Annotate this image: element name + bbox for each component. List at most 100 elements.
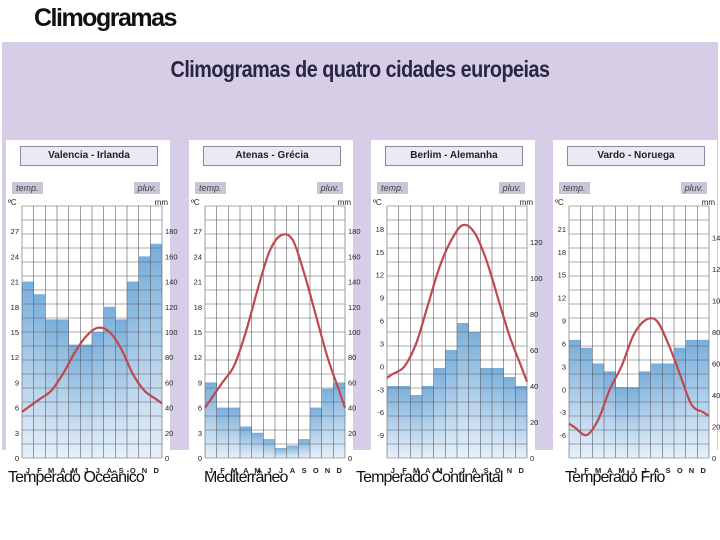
climate-type-label: Temperado Continental bbox=[356, 469, 503, 486]
month-label: S bbox=[484, 466, 489, 475]
precipitation-bar bbox=[697, 339, 709, 458]
climate-type-label: Temperado Frio bbox=[565, 469, 665, 486]
temp-tick-label: 12 bbox=[11, 353, 19, 362]
city-name: Atenas - Grécia bbox=[203, 146, 341, 166]
precipitation-bar bbox=[228, 407, 240, 458]
rain-tick-label: 80 bbox=[712, 328, 720, 337]
rain-tick-label: 60 bbox=[348, 378, 356, 387]
month-label: J bbox=[631, 466, 635, 475]
month-label: F bbox=[220, 466, 225, 475]
city-name: Valencia - Irlanda bbox=[20, 146, 158, 166]
month-label: J bbox=[26, 466, 30, 475]
temp-tick-label: 27 bbox=[11, 227, 19, 236]
month-label: M bbox=[71, 466, 77, 475]
precipitation-bar bbox=[387, 386, 399, 458]
temp-tick-label: 15 bbox=[11, 328, 19, 337]
month-label: J bbox=[391, 466, 395, 475]
month-label: N bbox=[325, 466, 330, 475]
month-label: M bbox=[413, 466, 419, 475]
rain-tick-label: 60 bbox=[165, 378, 173, 387]
climograph-svg: 0 3 6 9 12 15 18 21 24 27 0 20 40 60 80 100 120 140 160 180… bbox=[194, 205, 361, 475]
precipitation-bar bbox=[216, 407, 229, 458]
month-label: A bbox=[425, 466, 431, 475]
temp-tick-label: -6 bbox=[377, 408, 384, 417]
city-name: Vardo - Noruega bbox=[567, 146, 705, 166]
month-label: D bbox=[700, 466, 706, 475]
precipitation-bar bbox=[298, 439, 310, 458]
month-label: J bbox=[84, 466, 88, 475]
month-label: J bbox=[96, 466, 100, 475]
rain-tick-label: 100 bbox=[530, 274, 543, 283]
precipitation-bar bbox=[650, 363, 663, 458]
rain-tick-label: 40 bbox=[530, 382, 538, 391]
precipitation-bar bbox=[410, 395, 422, 458]
temp-tick-label: 24 bbox=[11, 252, 19, 261]
temp-tick-label: 0 bbox=[15, 454, 19, 463]
month-label: M bbox=[48, 466, 54, 475]
temperature-curve bbox=[21, 326, 163, 413]
month-label: F bbox=[584, 466, 589, 475]
rain-tick-label: 80 bbox=[165, 353, 173, 362]
rain-tick-label: 120 bbox=[712, 265, 720, 274]
precipitation-bar bbox=[92, 332, 104, 458]
temp-tick-label: 3 bbox=[380, 339, 384, 348]
rain-unit: mm bbox=[154, 198, 168, 207]
climograph-panel: Valencia - Irlanda temp. pluv. ºC mm 0 3 6 9 12 15… bbox=[6, 140, 178, 484]
rain-tick-label: 0 bbox=[530, 454, 534, 463]
precipitation-bar bbox=[240, 426, 252, 458]
month-label: A bbox=[472, 466, 478, 475]
climograph-board: Climogramas de quatro cidades europeias … bbox=[2, 42, 720, 484]
climograph-panel: Berlim - Alemanha temp. pluv. ºC mm -9 -6 -3 0 3 6… bbox=[371, 140, 543, 484]
rain-tick-label: 0 bbox=[165, 454, 169, 463]
precipitation-bar bbox=[615, 387, 628, 458]
precipitation-bar bbox=[138, 256, 151, 458]
grid-lines bbox=[21, 205, 163, 459]
city-name: Berlim - Alemanha bbox=[385, 146, 523, 166]
temp-tick-label: 27 bbox=[194, 227, 202, 236]
precipitation-bar bbox=[127, 281, 139, 458]
grid-lines bbox=[568, 205, 710, 459]
temp-tick-label: 12 bbox=[376, 271, 384, 280]
month-label: O bbox=[130, 466, 136, 475]
temperature-curve bbox=[386, 223, 529, 383]
rain-tick-label: 20 bbox=[530, 418, 538, 427]
climate-type-label: Temperado Oceânico bbox=[8, 469, 145, 486]
month-label: A bbox=[654, 466, 660, 475]
temp-tick-label: 15 bbox=[376, 248, 384, 257]
rain-tag: pluv. bbox=[680, 182, 707, 194]
precipitation-bar bbox=[263, 439, 275, 458]
month-label: A bbox=[290, 466, 296, 475]
climograph-panel: Vardo - Noruega temp. pluv. ºC mm -6 -3 0 3 6 9 12 1… bbox=[553, 140, 720, 484]
precipitation-bar bbox=[592, 363, 604, 458]
rain-tick-label: 100 bbox=[348, 328, 361, 337]
precipitation-bar bbox=[569, 339, 581, 458]
temp-tick-label: 21 bbox=[558, 225, 566, 234]
temp-tag: temp. bbox=[12, 182, 43, 194]
temp-tick-label: 12 bbox=[194, 353, 202, 362]
rain-tick-label: 100 bbox=[712, 297, 720, 306]
rain-tick-label: 80 bbox=[530, 310, 538, 319]
temp-tick-label: 18 bbox=[376, 225, 384, 234]
month-label: A bbox=[60, 466, 66, 475]
temp-tick-label: 9 bbox=[380, 294, 384, 303]
temp-tick-label: 18 bbox=[11, 303, 19, 312]
temp-tick-label: 12 bbox=[558, 294, 566, 303]
month-label: S bbox=[302, 466, 307, 475]
rain-tick-label: 0 bbox=[712, 454, 716, 463]
temp-tick-label: 6 bbox=[562, 339, 566, 348]
temp-tick-label: -3 bbox=[559, 408, 566, 417]
precipitation-bar bbox=[492, 368, 504, 458]
month-label: N bbox=[142, 466, 147, 475]
temp-tick-label: 6 bbox=[15, 404, 19, 413]
month-label: A bbox=[243, 466, 249, 475]
month-label: S bbox=[666, 466, 671, 475]
month-label: M bbox=[231, 466, 237, 475]
month-label: J bbox=[461, 466, 465, 475]
rain-tick-label: 140 bbox=[348, 278, 361, 287]
rain-unit: mm bbox=[701, 198, 715, 207]
temp-unit: ºC bbox=[8, 198, 17, 207]
temp-tick-label: 9 bbox=[15, 378, 19, 387]
rain-tick-label: 20 bbox=[348, 429, 356, 438]
precipitation-bar bbox=[115, 319, 127, 458]
